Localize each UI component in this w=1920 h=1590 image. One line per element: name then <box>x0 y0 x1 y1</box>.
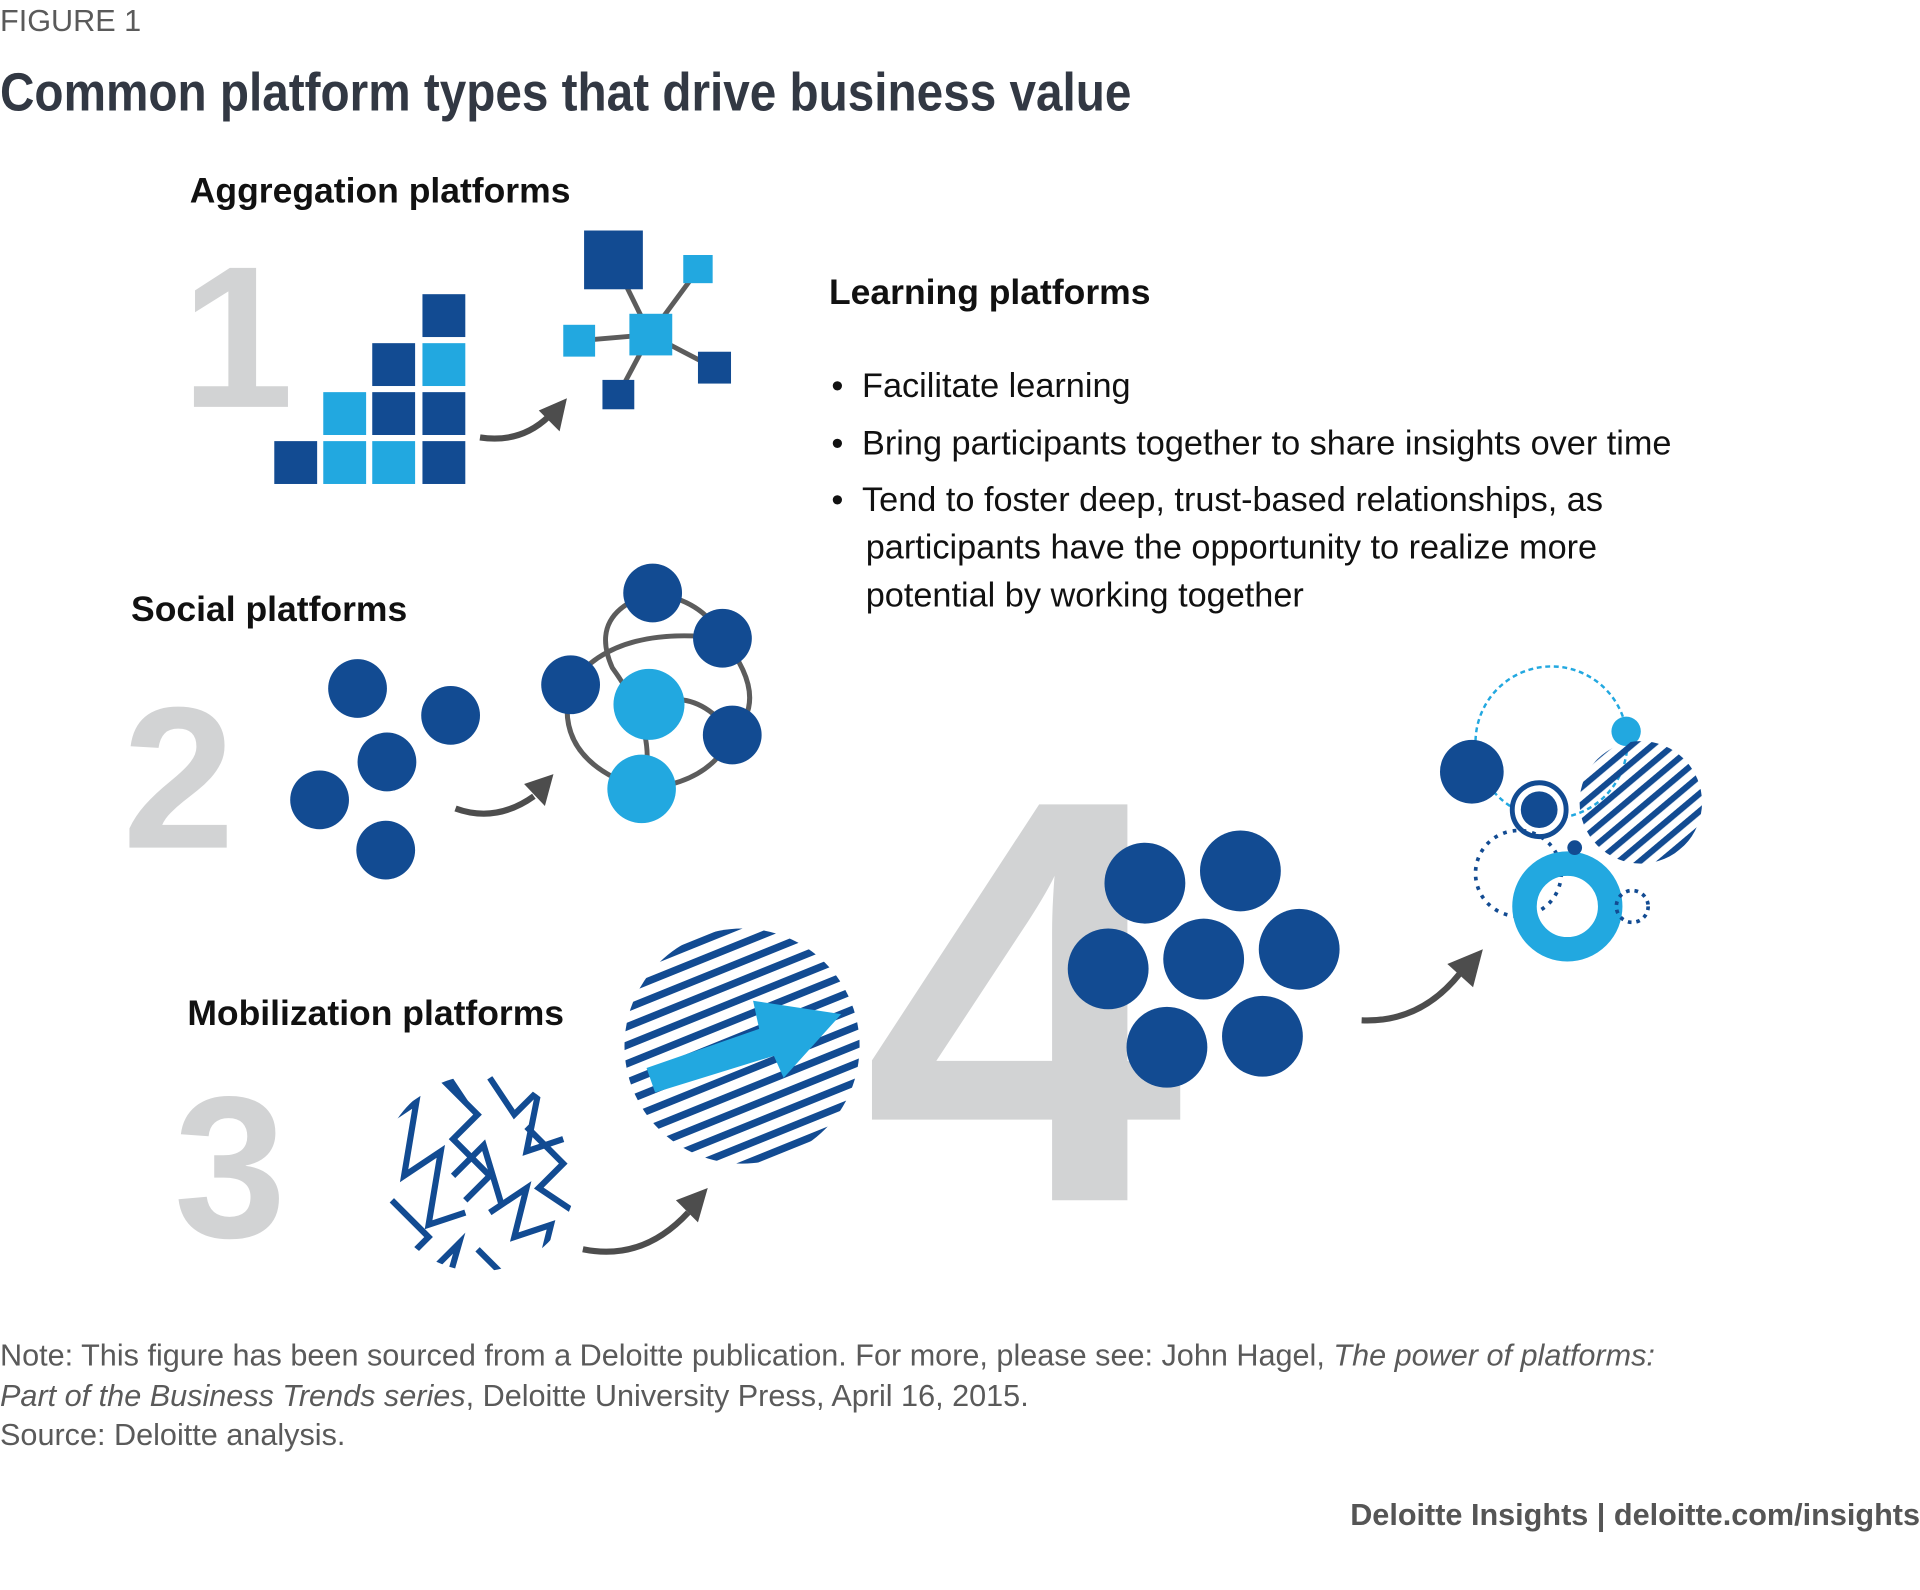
maze-circle-icon <box>380 1075 577 1272</box>
bullet-item: Facilitate learning <box>862 367 1131 405</box>
numeral-2: 2 <box>122 665 234 891</box>
social-dots-icon <box>290 659 480 880</box>
mobilization-heading: Mobilization platforms <box>187 993 564 1033</box>
figure-label: FIGURE 1 <box>0 4 141 38</box>
page-title: Common platform types that drive busines… <box>0 63 1131 123</box>
note-line-2: Part of the Business Trends series, Delo… <box>0 1379 1029 1413</box>
learning-heading: Learning platforms <box>829 272 1151 312</box>
aggregation-blocks-icon <box>274 294 466 484</box>
learning-bullets: • Facilitate learning • Bring participan… <box>831 367 1671 614</box>
arrow-icon <box>454 774 554 817</box>
aggregation-network-icon <box>563 230 732 410</box>
bullet-item: Bring participants together to share ins… <box>862 425 1671 463</box>
svg-text:•: • <box>831 367 843 405</box>
social-network-icon <box>541 563 762 824</box>
learning-dots-icon <box>1067 830 1340 1088</box>
arrow-icon <box>1361 949 1483 1024</box>
svg-text:•: • <box>831 481 843 519</box>
bullet-item: Tend to foster deep, trust-based relatio… <box>862 481 1603 519</box>
aggregation-heading: Aggregation platforms <box>190 170 571 210</box>
learning-cluster-icon <box>1440 665 1703 962</box>
bullet-item-continued: potential by working together <box>866 576 1304 614</box>
note-line-1: Note: This figure has been sourced from … <box>0 1339 1655 1373</box>
striped-circle-arrow-icon <box>624 928 860 1164</box>
numeral-1: 1 <box>181 224 293 450</box>
arrow-icon <box>479 398 567 442</box>
arrow-icon <box>582 1188 708 1255</box>
social-heading: Social platforms <box>131 589 407 629</box>
source-note: Source: Deloitte analysis. <box>0 1418 345 1452</box>
numeral-4: 4 <box>863 679 1187 1322</box>
svg-text:•: • <box>831 425 843 463</box>
footer-credit: Deloitte Insights | deloitte.com/insight… <box>1350 1498 1920 1532</box>
bullet-item-continued: participants have the opportunity to rea… <box>866 529 1597 567</box>
numeral-3: 3 <box>174 1054 286 1280</box>
